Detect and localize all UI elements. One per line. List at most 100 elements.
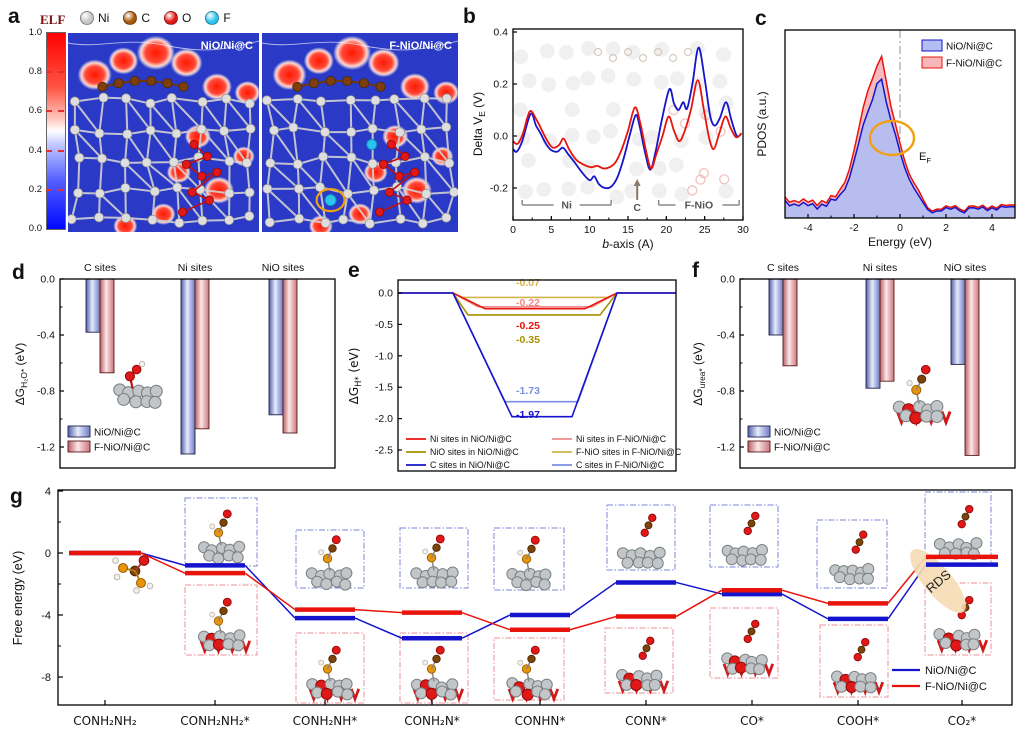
nio-cluster	[178, 139, 222, 217]
ghost-atom	[653, 74, 669, 90]
f-highlight-ellipse	[315, 188, 346, 213]
n-atom	[213, 527, 224, 538]
value-annotation: -1.73	[516, 385, 540, 397]
step-label: CONHN*	[515, 714, 566, 728]
colorbar-tick-label: 1.0	[28, 27, 42, 38]
c-atom	[432, 654, 441, 664]
ghost-carbon	[623, 47, 633, 57]
lattice-bond	[98, 97, 105, 134]
ni-atom	[346, 127, 357, 138]
atom-legend: Ni C O F	[80, 11, 231, 25]
panel-e-chart: -0.07 -0.22 -0.25 -0.35 -1.73 -1.97 0.0 -0.5 -1.…	[347, 277, 682, 472]
panel-letter-b: b	[463, 5, 476, 28]
ni-atom	[166, 93, 177, 103]
lattice-bond	[346, 157, 353, 194]
lattice-bond	[199, 189, 204, 221]
ni-atom	[416, 576, 429, 589]
panel-b-chart: Ni C F-NiO 0.4 0.2 0.0 -0.2 0 5 10 15 20 25 30 b-axis …	[471, 27, 749, 252]
lattice-bond	[170, 97, 178, 134]
ni-atom	[861, 572, 874, 585]
ni-atom	[415, 687, 428, 700]
pathway-connector	[140, 552, 186, 574]
ni-atom	[233, 629, 246, 642]
ghost-atom	[564, 127, 580, 143]
legend-label: NiO/Ni@C	[925, 665, 977, 677]
y-tick-label: -0.4	[37, 330, 55, 342]
lattice-bond	[99, 192, 127, 219]
lattice-bond	[420, 98, 426, 130]
c-atom	[328, 654, 337, 664]
carbon-row	[97, 76, 189, 92]
lattice-bond	[173, 161, 201, 191]
ghost-atom	[536, 182, 552, 198]
lattice-bond	[394, 132, 401, 163]
ni-atom	[245, 123, 256, 134]
ni-o-bond	[388, 171, 416, 193]
ghost-atom	[625, 44, 641, 60]
o-atom	[384, 187, 395, 197]
o-atom	[965, 595, 974, 605]
ghost-atom	[521, 73, 537, 89]
o-atom	[320, 687, 333, 700]
o-atom	[212, 167, 222, 177]
ni-atom	[445, 575, 458, 588]
panel-letter-c: c	[755, 7, 767, 30]
step-label: COOH*	[837, 714, 879, 728]
n-atom	[521, 664, 532, 674]
panel-letter-f: f	[692, 259, 699, 282]
level-path-blue	[398, 292, 676, 418]
o-atom	[640, 528, 649, 537]
h-atom	[517, 659, 524, 666]
lattice-bond	[368, 190, 375, 224]
ni-atom	[320, 218, 331, 228]
ghost-atom	[581, 41, 597, 57]
atom-legend-label: C	[141, 11, 151, 25]
o-atom	[124, 371, 135, 382]
lattice-bond	[349, 99, 374, 130]
lattice-bond	[266, 188, 300, 220]
o-atom	[751, 619, 760, 629]
o-atom	[197, 171, 207, 181]
o-atom	[851, 545, 860, 554]
panel-letter-d: d	[12, 261, 25, 284]
h-atom	[113, 573, 121, 581]
elf-map: NiO/Ni@C	[68, 33, 259, 232]
o-atom	[646, 636, 655, 645]
region-label: C	[633, 202, 641, 214]
lattice-bond	[149, 129, 175, 163]
y-axis-label: Delta VE (V)	[471, 92, 487, 156]
lattice-bond	[421, 193, 428, 224]
ghost-atom	[561, 181, 577, 197]
c-arrow-head	[633, 179, 641, 186]
category-label: Ni sites	[863, 262, 897, 274]
ni-atom	[224, 215, 235, 226]
h-atom	[422, 659, 429, 666]
panel-letter-g: g	[10, 485, 23, 508]
n-atom	[322, 664, 333, 674]
x-axis-label: Energy (eV)	[868, 235, 932, 249]
o-atom	[222, 597, 232, 607]
h-atom	[517, 549, 524, 556]
y-tick-label: -0.5	[375, 319, 393, 331]
y-axis-label: ΔGH₂O* (eV)	[13, 343, 29, 405]
ghost-oxide	[719, 174, 730, 185]
ghost-atom	[605, 101, 621, 117]
ni-atom	[341, 688, 354, 701]
lattice-bond	[322, 156, 349, 195]
ni-atom	[232, 639, 245, 652]
ni-atom	[338, 214, 349, 225]
ghost-atom	[605, 41, 621, 57]
ni-atom	[538, 578, 551, 591]
ni-atom	[444, 688, 457, 701]
contour-line	[262, 40, 458, 51]
elf-image-title: F-NiO/Ni@C	[389, 40, 452, 52]
lattice-bond	[420, 128, 451, 164]
ni-atom	[221, 93, 232, 104]
ni-atom	[244, 98, 255, 109]
o-atom	[204, 195, 214, 205]
elf-red-blob	[333, 35, 372, 70]
ni-atom	[854, 680, 867, 693]
o-atom	[648, 513, 657, 522]
ni-atom	[340, 567, 353, 580]
c-atom	[97, 81, 108, 92]
